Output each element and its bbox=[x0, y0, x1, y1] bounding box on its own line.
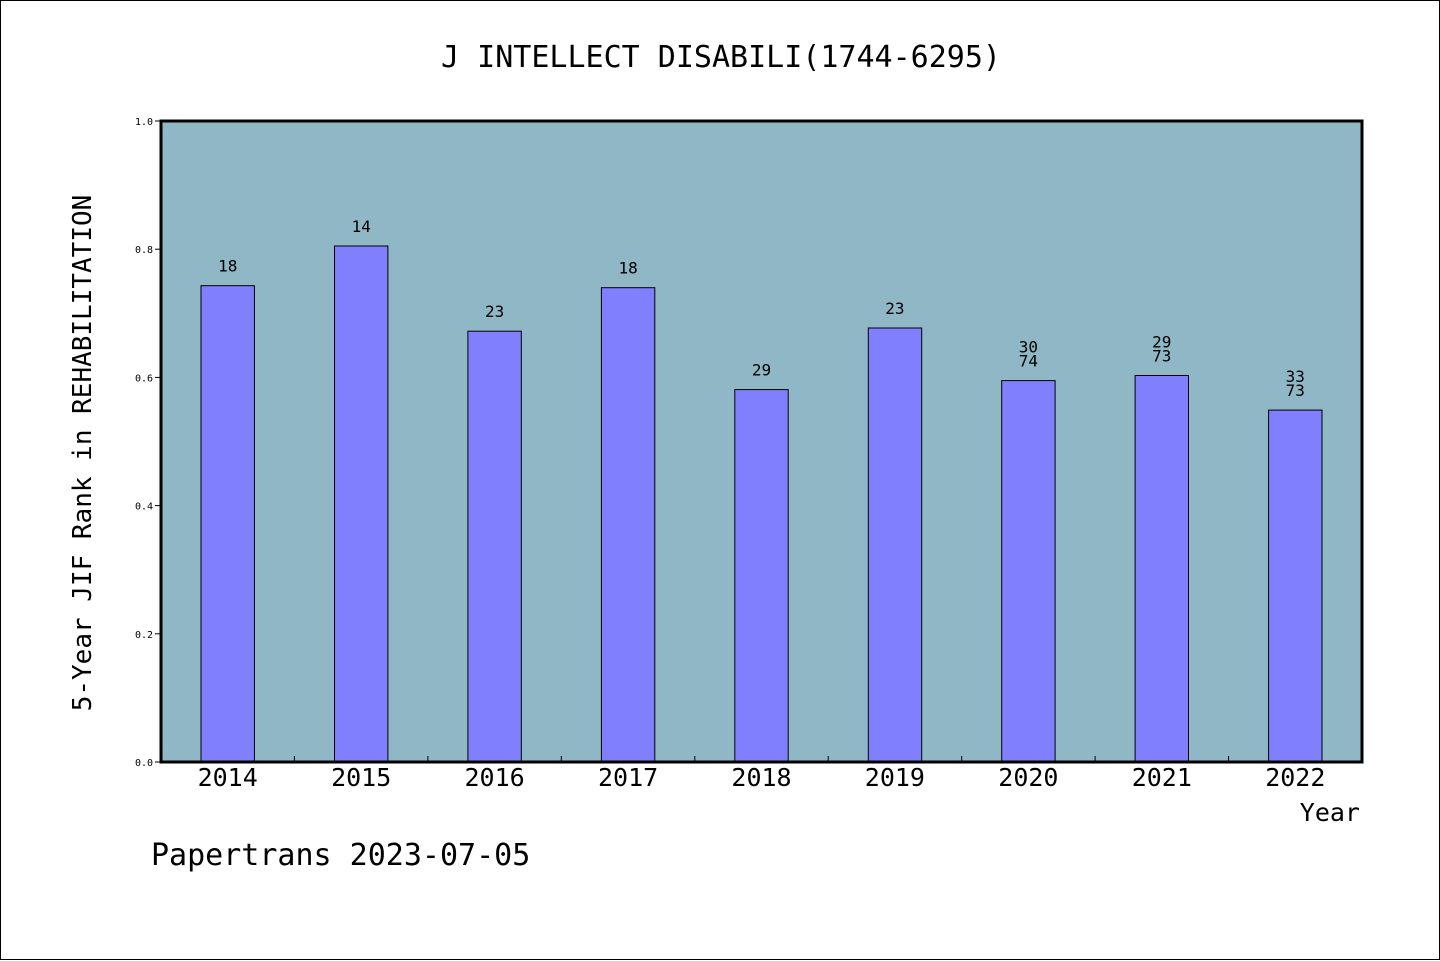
x-tick-label-2017: 2017 bbox=[598, 763, 658, 792]
bar-2018 bbox=[734, 389, 789, 763]
x-tick-label-2019: 2019 bbox=[865, 763, 925, 792]
x-tick-label-2015: 2015 bbox=[331, 763, 391, 792]
bar-label-2015: 14 bbox=[352, 217, 371, 236]
x-tick-label-2016: 2016 bbox=[464, 763, 524, 792]
bar-label-2019: 23 bbox=[885, 299, 904, 318]
x-ticks-group: 2014 2015 2016 2017 2018 2019 2020 2021 2022 bbox=[198, 756, 1325, 792]
bar-label-2021: 29 73 bbox=[1152, 333, 1171, 366]
y-axis-label: 5-Year JIF Rank in REHABILITATION bbox=[68, 195, 98, 712]
bar-2017 bbox=[600, 287, 656, 763]
y-tick-label-0.8: 0.8 bbox=[135, 245, 153, 256]
y-tick-label-0.6: 0.6 bbox=[135, 373, 153, 384]
y-tick-label-0.4: 0.4 bbox=[135, 502, 153, 513]
x-tick-label-2018: 2018 bbox=[731, 763, 791, 792]
bar-2022 bbox=[1268, 409, 1323, 763]
bar-2014 bbox=[200, 285, 255, 763]
y-tick-label-0.2: 0.2 bbox=[135, 630, 153, 641]
y-tick-label-0.0: 0.0 bbox=[135, 758, 153, 769]
bar-label-2017: 18 bbox=[618, 259, 637, 278]
bar-labels-group: 18 14 23 18 29 23 30 74 29 73 33 73 bbox=[218, 217, 1305, 400]
bar-2015 bbox=[334, 245, 389, 763]
chart-title: J INTELLECT DISABILI(1744-6295) bbox=[441, 40, 1001, 75]
bar-2016 bbox=[467, 330, 522, 763]
bar-label-2014: 18 bbox=[218, 257, 237, 276]
x-tick-label-2022: 2022 bbox=[1265, 763, 1325, 792]
x-tick-label-2021: 2021 bbox=[1132, 763, 1192, 792]
bar-2021 bbox=[1134, 375, 1189, 763]
x-tick-label-2014: 2014 bbox=[198, 763, 258, 792]
bar-label-2018: 29 bbox=[752, 361, 771, 380]
x-tick-label-2020: 2020 bbox=[998, 763, 1058, 792]
bar-label-2020: 30 74 bbox=[1019, 338, 1038, 371]
bar-2019 bbox=[867, 327, 923, 763]
bar-2020 bbox=[1001, 380, 1056, 763]
y-ticks-group: 0.0 0.2 0.4 0.6 0.8 1.0 bbox=[135, 117, 161, 769]
bar-label-2022: 33 73 bbox=[1286, 367, 1305, 400]
bar-label-2016: 23 bbox=[485, 302, 504, 321]
y-tick-label-1.0: 1.0 bbox=[135, 117, 153, 128]
plot-border bbox=[159, 119, 1364, 764]
footer-credit: Papertrans 2023-07-05 bbox=[151, 838, 530, 873]
x-axis-label: Year bbox=[1300, 798, 1360, 827]
bars-group bbox=[200, 245, 1323, 763]
